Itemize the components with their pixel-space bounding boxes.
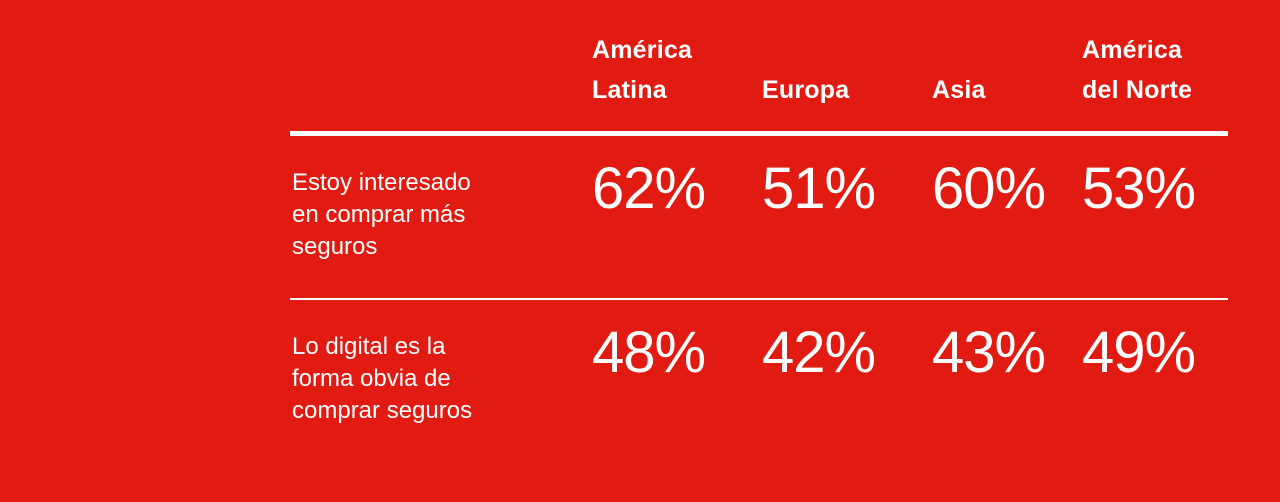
value-cell-europa: 51% — [762, 156, 876, 221]
value-cell-america-latina: 62% — [592, 156, 706, 221]
table-row-digital-obvio: Lo digital es la forma obvia de comprar … — [290, 300, 1228, 500]
header-divider-rule — [290, 131, 1228, 136]
column-header-america-latina: América Latina — [592, 36, 693, 104]
stats-table: América Latina Europa Asia América del N… — [290, 0, 1228, 500]
value-cell-asia: 60% — [932, 156, 1046, 221]
value-cell-europa: 42% — [762, 320, 876, 385]
value-cell-asia: 43% — [932, 320, 1046, 385]
row-label: Lo digital es la forma obvia de comprar … — [292, 333, 473, 424]
table-row-interesado-comprar: Estoy interesado en comprar más seguros … — [290, 136, 1228, 298]
value-cell-america-del-norte: 53% — [1082, 156, 1196, 221]
header-row: América Latina Europa Asia América del N… — [290, 0, 1228, 131]
row-label: Estoy interesado en comprar más seguros — [292, 169, 471, 260]
column-header-europa: Europa — [762, 76, 850, 104]
column-header-america-del-norte: América del Norte — [1082, 36, 1193, 104]
value-cell-america-latina: 48% — [592, 320, 706, 385]
column-header-asia: Asia — [932, 76, 986, 104]
row-divider-rule — [290, 298, 1228, 300]
value-cell-america-del-norte: 49% — [1082, 320, 1196, 385]
